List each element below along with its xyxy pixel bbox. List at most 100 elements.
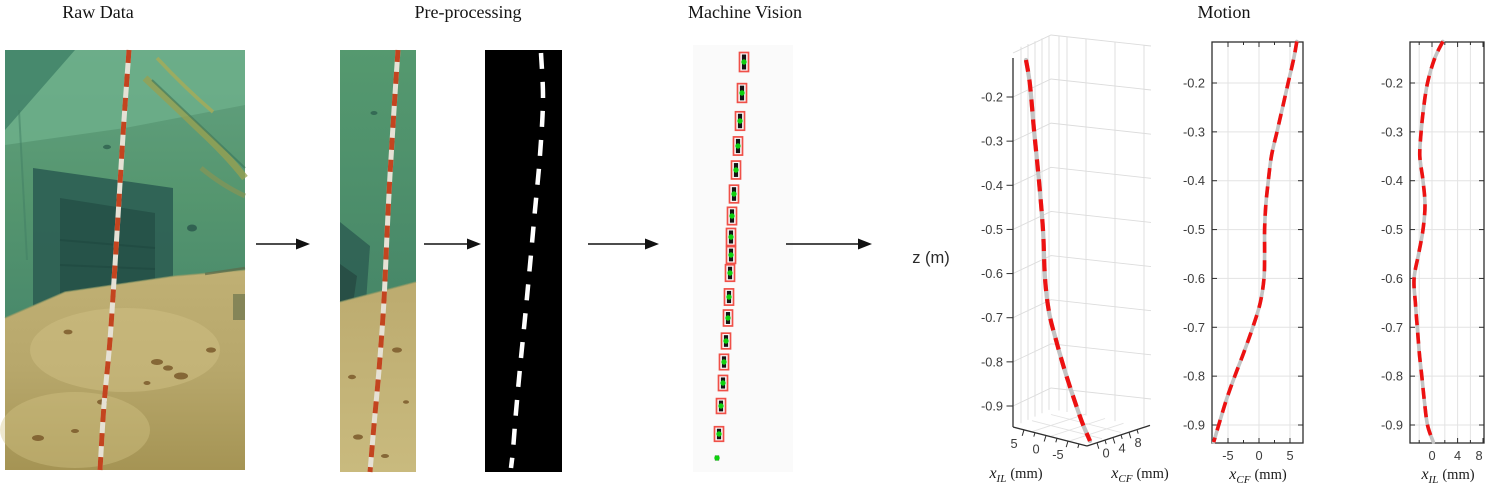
detection-centroid-dot (737, 118, 743, 124)
z-tick-label: -0.2 (1381, 76, 1403, 91)
cropped-photo (339, 49, 417, 473)
detection-centroid-dot (728, 252, 734, 258)
title-machine-vision: Machine Vision (687, 2, 803, 22)
detection (725, 227, 737, 247)
floor-grid-line (1031, 413, 1087, 433)
flow-arrow (786, 238, 872, 250)
floor-grate (233, 294, 245, 320)
axis-subscript: CF (1236, 473, 1251, 486)
wall-blemish (187, 224, 197, 232)
riser-curve-base (1412, 39, 1445, 444)
plot-xil-profile: -0.2 -0.3 -0.4 -0.5 -0.6 -0.7 -0.8 -0.9 0 4 8 (1381, 39, 1485, 463)
flow-arrow (588, 238, 659, 250)
detection-centroid-dot (725, 315, 731, 321)
detection-centroid-dot (720, 380, 726, 386)
floor-grid-line (1050, 414, 1122, 433)
plot-box (1211, 41, 1304, 444)
xil-minor-tick (1033, 432, 1036, 437)
x-tick-label: 0 (1255, 448, 1262, 463)
floor-grid-line (1031, 420, 1103, 440)
plot3d-grid: -0.2-0.3-0.4-0.5-0.6-0.7-0.8-0.95 0 -5 0 4 8 (981, 34, 1152, 462)
x-tick-label: 8 (1475, 448, 1482, 463)
plot-box (1409, 41, 1485, 444)
plot-xcf-profile: -0.2 -0.3 -0.4 -0.5 -0.6 -0.7 -0.8 -0.9 -5 0 5 (1183, 39, 1304, 463)
detection (728, 184, 740, 204)
raw-underwater-photo (0, 49, 248, 471)
tank-tunnel-inner (60, 198, 155, 298)
detection-box (725, 227, 737, 247)
detection-centroid-dot (723, 338, 729, 344)
z-tick-label: -0.7 (1183, 320, 1205, 335)
detection-centroid-dot (728, 234, 734, 240)
xil-3d-axis-label: xIL (mm) (989, 465, 1042, 485)
rust-spots (32, 329, 216, 441)
detection-box (724, 263, 736, 283)
dark-corner-inner (340, 264, 357, 308)
detection-centroid-dot (741, 59, 747, 65)
floor-edge-seam (204, 266, 246, 276)
detection-box (718, 353, 730, 371)
surface-reflection-streak (142, 75, 248, 181)
detection (717, 374, 729, 392)
detection (738, 51, 750, 73)
detection-box (730, 160, 742, 180)
z-axis-label: z (m) (912, 249, 950, 267)
z-tick-label: -0.5 (1183, 222, 1205, 237)
z-tick-label: -0.6 (1381, 271, 1403, 286)
xil-tick-mark (1021, 429, 1025, 436)
flow-arrows (256, 238, 872, 250)
z-tick-label: -0.6 (1183, 271, 1205, 286)
xil-3d-axis (1012, 426, 1088, 447)
z-tick-label: -0.8 (981, 354, 1003, 369)
detection-centroid-dot (727, 270, 733, 276)
title-motion: Motion (1197, 2, 1251, 22)
axis-var: x (1229, 466, 1237, 483)
x-tick-label: 4 (1454, 448, 1461, 463)
detection (722, 309, 734, 327)
binary-mask-image (485, 50, 562, 472)
detection-box (717, 374, 729, 392)
wall-grid-line (1012, 78, 1152, 98)
detection-centroid-dot (735, 143, 741, 149)
riser-curve-dashed (1211, 41, 1299, 443)
binary-dashed-line (508, 52, 546, 469)
detection-box (734, 110, 746, 132)
floor-light-patch (30, 308, 220, 392)
detection (724, 263, 736, 283)
axis-unit: (mm) (1442, 467, 1475, 483)
flow-arrow (256, 238, 310, 250)
wall-grid-line (1012, 343, 1152, 363)
wall-grid-line (1012, 255, 1152, 274)
detection (713, 425, 725, 443)
detection-box (713, 425, 725, 443)
wall-grid-line (1012, 166, 1152, 186)
z-tick-label: -0.9 (1381, 417, 1403, 432)
z-tick-label: -0.6 (981, 266, 1003, 281)
detection-centroid-dot (716, 431, 722, 437)
floor-grid-line (1068, 422, 1124, 442)
axis-subscript: CF (1118, 472, 1133, 485)
xil-tick-label: 5 (1010, 436, 1017, 451)
machine-vision-panel (693, 45, 793, 472)
detection-box (722, 309, 734, 327)
xcf-tick-label: 4 (1118, 440, 1125, 455)
z-tick-label: -0.8 (1381, 369, 1403, 384)
rust-spots (348, 347, 409, 458)
detection-box (736, 82, 748, 104)
binary-background (485, 50, 562, 472)
axis-var: x (1421, 466, 1429, 483)
wall-blemish (103, 144, 111, 150)
striped-cable (97, 49, 132, 471)
xil-minor-tick (1077, 443, 1080, 449)
detection-box (723, 288, 735, 306)
detection (732, 136, 744, 156)
wall-top-edge (1012, 34, 1152, 54)
striped-cable-red-bands (367, 49, 401, 473)
detection (734, 110, 746, 132)
xcf-2d-axis-label: xCF (mm) (1229, 466, 1286, 486)
detection-centroid-dot (726, 294, 732, 300)
xil-tick-label: -5 (1052, 447, 1063, 462)
surface-reflection-streak (199, 166, 247, 199)
axis-subscript: IL (1428, 473, 1439, 486)
